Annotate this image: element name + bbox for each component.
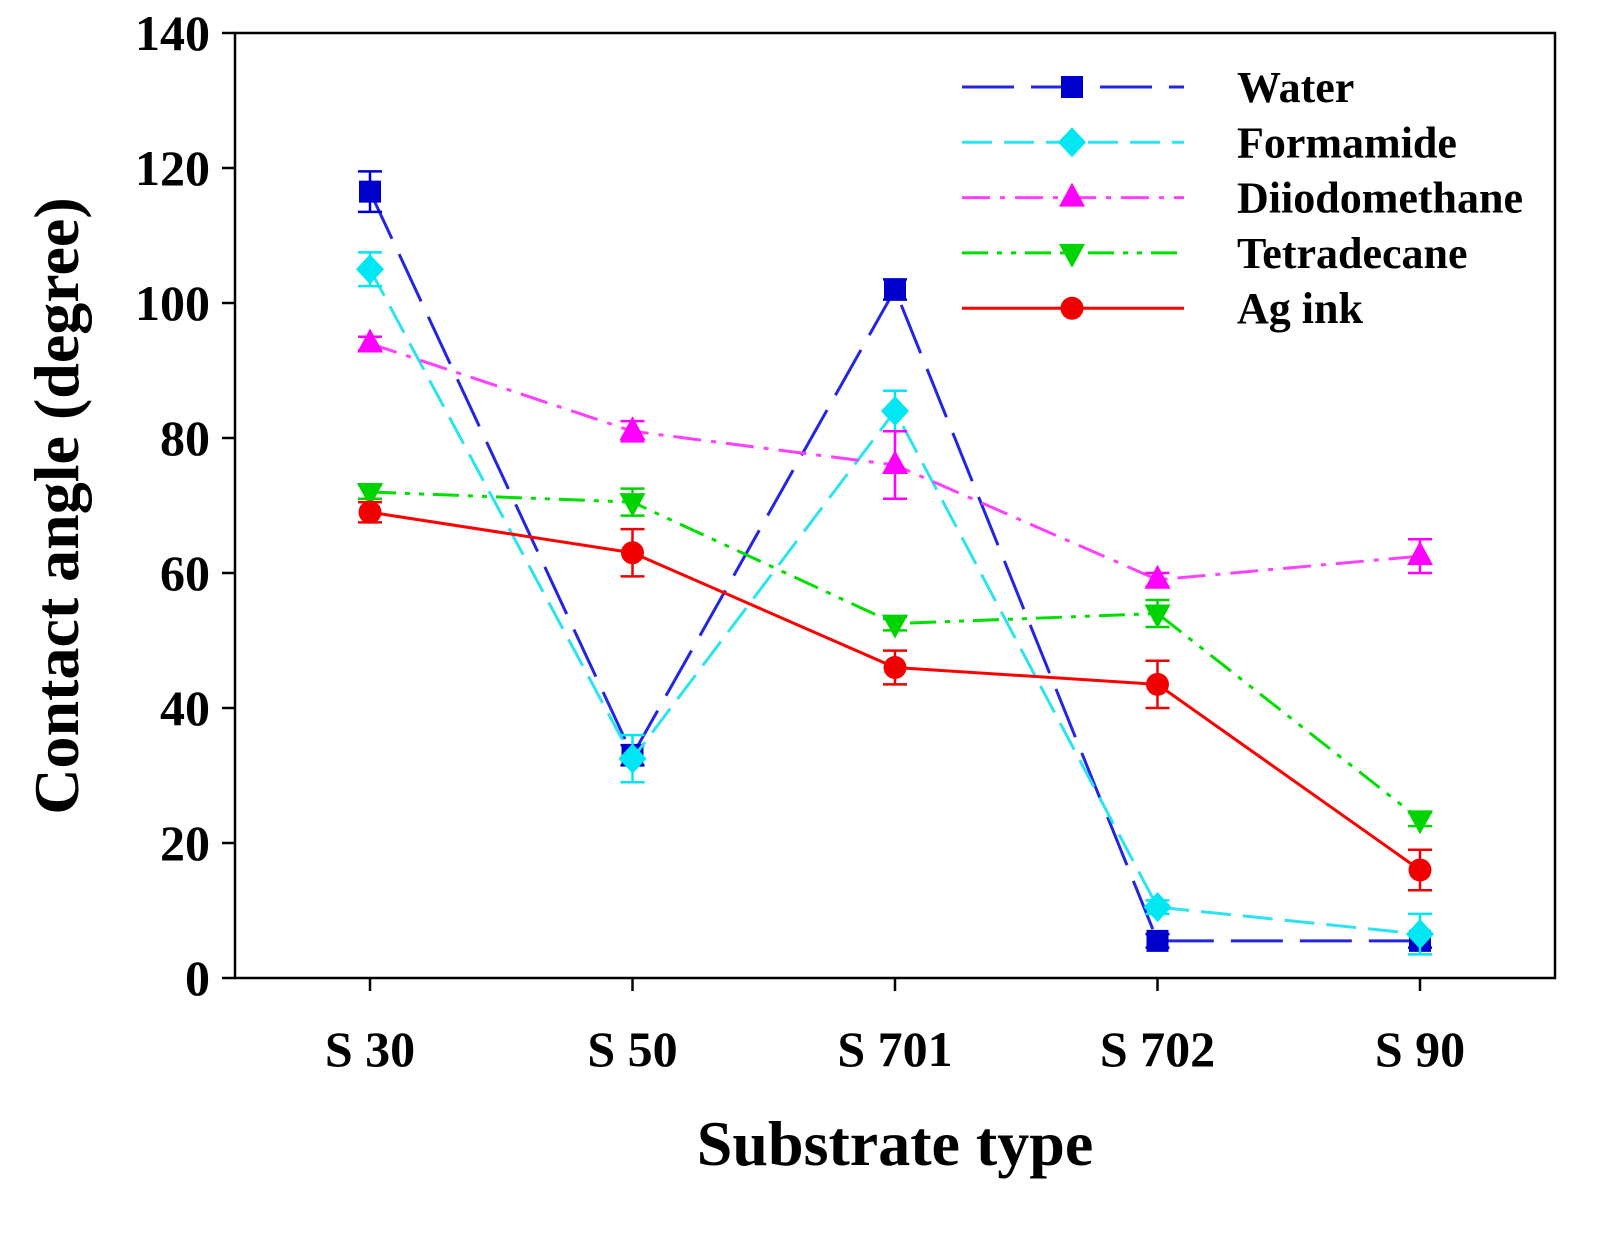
y-tick-label-60: 60	[160, 545, 210, 601]
x-axis: S 30 S 50 S 701 S 702 S 90	[325, 978, 1465, 1077]
y-axis-title: Contact angle (degree)	[21, 197, 92, 814]
y-tick-label-120: 120	[135, 140, 210, 196]
legend-entry-ag-ink: Ag ink	[962, 284, 1363, 333]
x-tick-label-s-701: S 701	[837, 1021, 952, 1077]
formamide-marker-s-702	[1143, 892, 1172, 923]
formamide-marker-s-90	[1406, 919, 1434, 950]
legend-label-ag-ink: Ag ink	[1237, 284, 1363, 333]
legend-marker-ag-ink	[1060, 296, 1084, 320]
water-marker-s-30	[359, 180, 381, 203]
ag-ink-marker-s-702	[1146, 672, 1169, 696]
legend-entry-water: Water	[962, 63, 1354, 112]
water-marker-s-701	[884, 278, 906, 301]
y-tick-label-140: 140	[135, 5, 210, 61]
legend-marker-formamide	[1058, 127, 1086, 158]
x-tick-label-s-702: S 702	[1100, 1021, 1215, 1077]
legend-entry-formamide: Formamide	[962, 118, 1457, 167]
formamide-line	[368, 268, 1421, 936]
y-tick-label-80: 80	[160, 410, 210, 466]
y-tick-label-0: 0	[185, 950, 210, 1006]
x-tick-label-s-50: S 50	[587, 1021, 677, 1077]
x-tick-label-s-90: S 90	[1375, 1021, 1465, 1077]
tetradecane-marker-s-90	[1407, 810, 1433, 835]
tetradecane-marker-s-50	[619, 493, 646, 518]
tetradecane-marker-s-701	[882, 614, 908, 639]
legend-label-diiodomethane: Diiodomethane	[1237, 174, 1523, 223]
ag-ink-marker-s-701	[883, 656, 907, 679]
diiodomethane-marker-s-702	[1144, 564, 1171, 589]
series-diiodomethane	[357, 328, 1433, 589]
legend-label-tetradecane: Tetradecane	[1237, 229, 1468, 278]
legend-marker-tetradecane	[1059, 243, 1085, 268]
y-axis: 0 20 40 60 80 100 120 140	[135, 5, 235, 1006]
ag-ink-marker-s-30	[358, 500, 382, 524]
legend-marker-water	[1061, 76, 1083, 98]
y-tick-label-100: 100	[135, 275, 210, 331]
water-line	[368, 190, 1420, 943]
legend-entry-tetradecane: Tetradecane	[962, 229, 1468, 278]
series-formamide	[356, 251, 1434, 956]
diiodomethane-marker-s-701	[882, 450, 908, 474]
formamide-marker-s-30	[356, 254, 384, 285]
legend: Water Formamide Diiodomethane Tetradecane Ag…	[962, 63, 1523, 333]
legend-label-water: Water	[1237, 63, 1354, 112]
formamide-marker-s-50	[618, 743, 647, 774]
tetradecane-marker-s-702	[1144, 604, 1171, 629]
tetradecane-line	[369, 490, 1421, 821]
series-ag-ink	[358, 500, 1432, 892]
water-marker-s-702	[1146, 929, 1169, 952]
legend-label-formamide: Formamide	[1237, 118, 1457, 167]
formamide-marker-s-701	[881, 396, 909, 426]
ag-ink-marker-s-90	[1408, 858, 1432, 882]
x-axis-title: Substrate type	[697, 1108, 1093, 1179]
series-tetradecane	[357, 483, 1433, 835]
y-tick-label-20: 20	[160, 815, 210, 871]
ag-ink-marker-s-50	[621, 541, 644, 565]
plot-area	[356, 170, 1434, 956]
y-tick-label-40: 40	[160, 680, 210, 736]
diiodomethane-marker-s-90	[1407, 541, 1433, 566]
diiodomethane-marker-s-50	[619, 416, 646, 441]
legend-entry-diiodomethane: Diiodomethane	[962, 174, 1523, 223]
ag-ink-line	[369, 510, 1421, 872]
legend-marker-diiodomethane	[1059, 182, 1085, 207]
diiodomethane-marker-s-30	[357, 328, 383, 353]
tetradecane-marker-s-30	[357, 483, 383, 507]
axes: 0 20 40 60 80 100 120 140 S 30 S 50 S 701 S 702 S 90…	[21, 5, 1557, 1179]
x-tick-label-s-30: S 30	[325, 1021, 415, 1077]
